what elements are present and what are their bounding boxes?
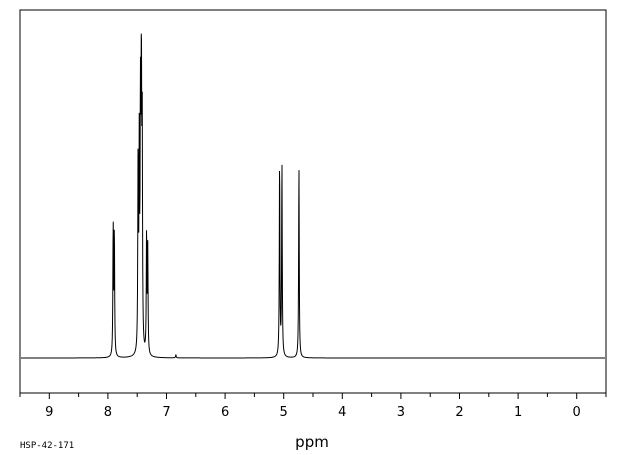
sample-id-label: HSP-42-171 [20,441,74,451]
x-tick-label: 8 [104,405,112,420]
x-tick-label: 7 [162,405,170,420]
x-tick-label: 6 [221,405,229,420]
x-axis-tick-labels: 9 8 7 6 5 4 3 2 1 0 [45,405,581,420]
x-tick-label: 4 [338,405,346,420]
x-tick-label: 9 [45,405,53,420]
plot-frame [19,9,607,394]
x-axis-title: ppm [295,433,329,451]
spectrum-trace [21,33,605,359]
x-tick-label: 5 [280,405,288,420]
x-axis-ticks [19,393,607,399]
x-tick-label: 2 [455,405,463,420]
x-tick-label: 1 [514,405,522,420]
x-tick-label: 3 [397,405,405,420]
x-tick-label: 0 [573,405,581,420]
